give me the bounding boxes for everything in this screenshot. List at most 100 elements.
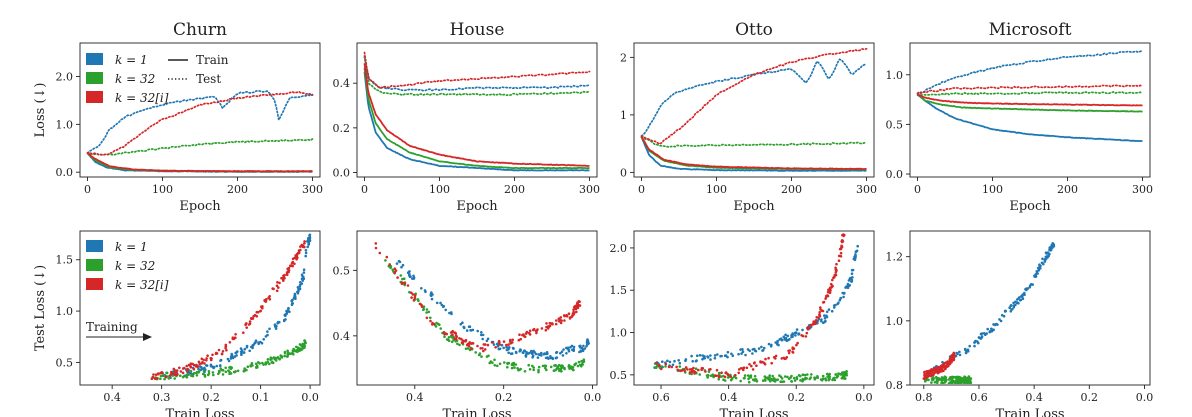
- scatter-point-k32i: [505, 343, 508, 347]
- scatter-point-k32: [726, 376, 730, 379]
- scatter-point-k1: [296, 290, 299, 294]
- scatter-point-k32: [434, 325, 438, 328]
- scatter-point-k32i: [502, 340, 506, 343]
- scatter-point-k1: [964, 351, 968, 354]
- scatter-point-k32: [813, 376, 816, 380]
- scatter-point-k32i: [524, 332, 528, 335]
- scatter-point-k32: [825, 372, 829, 376]
- scatter-point-k32i: [814, 322, 817, 326]
- y-axis-label: Test Loss (↓): [33, 265, 48, 351]
- scatter-point-k32i: [528, 333, 532, 336]
- scatter-point-k1: [769, 345, 773, 348]
- scatter-point-k32: [207, 370, 211, 373]
- x-tick-label: 200: [227, 183, 248, 196]
- x-tick-label: 100: [706, 183, 727, 196]
- scatter-point-k32i: [299, 248, 302, 252]
- scatter-point-k32i: [303, 245, 306, 249]
- scatter-point-k32: [496, 364, 499, 368]
- scatter-point-k1: [726, 355, 729, 359]
- y-tick-label: 0.0: [333, 167, 351, 180]
- scatter-point-k32i: [534, 329, 538, 333]
- scatter-point-k32i: [388, 263, 392, 266]
- scatter-point-k1: [823, 314, 826, 317]
- scatter-point-k32: [947, 378, 951, 381]
- scatter-point-k1: [850, 280, 853, 283]
- scatter-point-k32i: [804, 335, 808, 338]
- scatter-point-k1: [999, 319, 1003, 323]
- scatter-point-k32: [827, 378, 831, 382]
- scatter-point-k32: [954, 382, 957, 384]
- scatter-point-k32: [527, 363, 530, 367]
- scatter-point-k32i: [431, 321, 434, 325]
- scatter-point-k32: [742, 377, 746, 380]
- scatter-point-k32i: [209, 358, 213, 362]
- scatter-point-k32: [163, 377, 166, 381]
- scatter-point-k32: [224, 370, 228, 374]
- scatter-point-k32i: [940, 364, 944, 367]
- y-tick-label: 1.0: [56, 118, 74, 131]
- panel-scatter-microsoft: 0.8 0.6 0.4 0.2 0.0 0.8 1.0 1.2 Train Loss: [886, 230, 1153, 417]
- scatter-point-k1: [251, 346, 254, 350]
- scatter-point-k1: [677, 359, 680, 362]
- scatter-point-k32i: [156, 372, 160, 375]
- scatter-point-k32: [544, 364, 548, 368]
- scatter-point-k32i: [575, 302, 579, 305]
- scatter-point-k1: [209, 364, 213, 368]
- series-k1-test-line: [86, 89, 314, 154]
- scatter-point-k32: [232, 370, 236, 374]
- scatter-point-k32: [184, 374, 188, 378]
- scatter-point-k32i: [545, 322, 548, 325]
- panel-scatter-churn: 0.4 0.3 0.2 0.1 0.0 0.5 1.0 1.5 Train Loss Test L…: [33, 230, 321, 417]
- scatter-point-k1: [661, 360, 664, 364]
- scatter-point-k1: [990, 328, 994, 331]
- scatter-point-k1: [189, 372, 193, 375]
- legend-swatch-k32: [86, 259, 103, 271]
- scatter-point-k32: [761, 379, 765, 383]
- scatter-point-k1: [731, 354, 735, 358]
- legend-top: k = 1 k = 32 k = 32[i] Train Test: [86, 53, 229, 105]
- scatter-point-k1: [243, 347, 247, 351]
- scatter-point-k1: [825, 315, 829, 319]
- scatter-point-k1: [307, 243, 310, 246]
- scatter-point-k32i: [164, 375, 168, 379]
- scatter-point-k32: [749, 376, 753, 379]
- scatter-point-k32: [792, 376, 796, 380]
- x-tick-label: 0.4: [1025, 391, 1043, 404]
- scatter-point-k32i: [554, 322, 558, 326]
- scatter-point-k1: [958, 350, 961, 354]
- x-tick-label: 0.3: [153, 391, 171, 404]
- scatter-point-k32i: [442, 331, 446, 334]
- scatter-point-k32i: [795, 343, 798, 347]
- scatter-point-k1: [485, 339, 489, 343]
- scatter-point-k1: [227, 359, 231, 363]
- series-k32-train-line: [916, 93, 1143, 113]
- scatter-point-k32: [514, 363, 518, 366]
- scatter-point-k32: [439, 327, 443, 330]
- x-tick-label: 0.4: [720, 391, 738, 404]
- scatter-point-k1: [739, 348, 742, 351]
- scatter-point-k32: [447, 339, 451, 343]
- scatter-point-k1: [1035, 271, 1039, 275]
- scatter-point-k32i: [774, 354, 778, 358]
- scatter-point-k1: [511, 346, 515, 350]
- scatter-point-k1: [740, 352, 743, 355]
- scatter-point-k32: [384, 259, 387, 262]
- scatter-point-k32i: [751, 368, 755, 371]
- scatter-point-k32: [773, 380, 777, 383]
- x-tick-label: 0.0: [855, 391, 873, 404]
- scatter-point-k32i: [820, 309, 824, 312]
- scatter-point-k32: [554, 364, 557, 367]
- scatter-point-k1: [842, 295, 845, 299]
- scatter-point-k32i: [937, 370, 940, 374]
- scatter-point-k32i: [690, 370, 694, 374]
- scatter-point-k32: [824, 378, 828, 382]
- scatter-point-k32i: [511, 338, 514, 342]
- scatter-point-k32i: [249, 317, 253, 320]
- scatter-point-k32: [942, 381, 945, 384]
- scatter-point-k32: [217, 369, 221, 373]
- scatter-point-k1: [547, 357, 550, 360]
- scatter-point-k1: [782, 335, 786, 339]
- panel-epoch-house: 0 100 200 300 0.0 0.2 0.4 Epoch House: [333, 20, 601, 214]
- scatter-point-k1: [469, 329, 473, 332]
- scatter-point-k32i: [934, 366, 938, 370]
